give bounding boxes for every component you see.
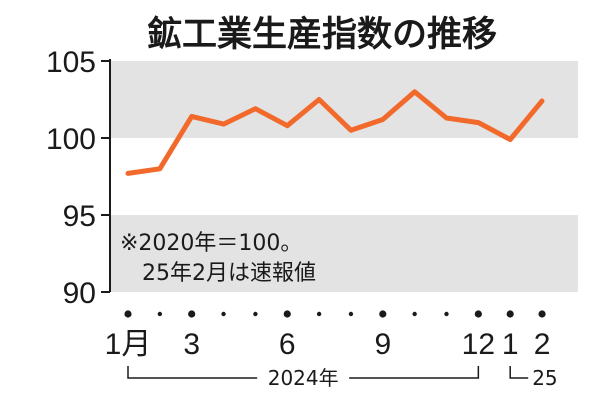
x-tick-label: 1月	[105, 328, 152, 361]
annotation: ※2020年＝100。 25年2月は速報値	[120, 231, 316, 286]
y-tick-label: 100	[46, 123, 96, 156]
x-tick-dot	[348, 311, 354, 317]
year-label: 2024年	[268, 366, 339, 390]
x-tick-dot	[188, 310, 196, 318]
series-line-0	[125, 89, 545, 176]
x-tick-dot	[316, 311, 322, 317]
year-label: 25	[532, 366, 557, 390]
x-tick-dot	[506, 310, 514, 318]
x-tick-label: 2	[534, 328, 551, 361]
x-tick-label: 6	[279, 328, 296, 361]
y-axis	[101, 59, 111, 293]
x-tick-dot	[157, 311, 163, 317]
x-tick-label: 3	[183, 328, 200, 361]
x-tick-dot	[538, 310, 546, 318]
annotation-line-1: ※2020年＝100。	[120, 231, 302, 256]
y-tick-label: 95	[63, 200, 96, 233]
x-tick-dots	[124, 310, 546, 318]
x-tick-labels: 1月 3 6 9 12 1 2	[105, 328, 551, 361]
year-bracket-right	[349, 366, 480, 379]
x-tick-dot	[253, 311, 258, 317]
x-tick-label: 1	[502, 328, 519, 361]
y-tick-label: 105	[46, 46, 96, 79]
annotation-line-2: 25年2月は速報値	[142, 261, 316, 286]
x-tick-dot	[474, 310, 482, 318]
year-bracket-2025	[509, 366, 529, 379]
x-tick-dot	[412, 311, 417, 317]
x-tick-label: 9	[374, 328, 391, 361]
series-line-group	[125, 89, 545, 176]
x-tick-dot	[283, 310, 291, 318]
shaded-bands	[110, 61, 578, 292]
shaded-band-1	[110, 215, 578, 292]
x-tick-dot	[221, 311, 226, 317]
year-brackets: 2024年 25	[127, 366, 558, 390]
x-tick-label: 12	[462, 328, 495, 361]
x-tick-dot	[444, 311, 449, 317]
y-tick-label: 90	[63, 277, 96, 310]
x-tick-dot	[124, 310, 132, 318]
chart-title: 鉱工業生産指数の推移	[147, 14, 497, 55]
y-tick-labels: 90 95 100 105	[46, 46, 96, 310]
x-tick-dot	[379, 310, 387, 318]
year-bracket-left	[127, 366, 258, 379]
